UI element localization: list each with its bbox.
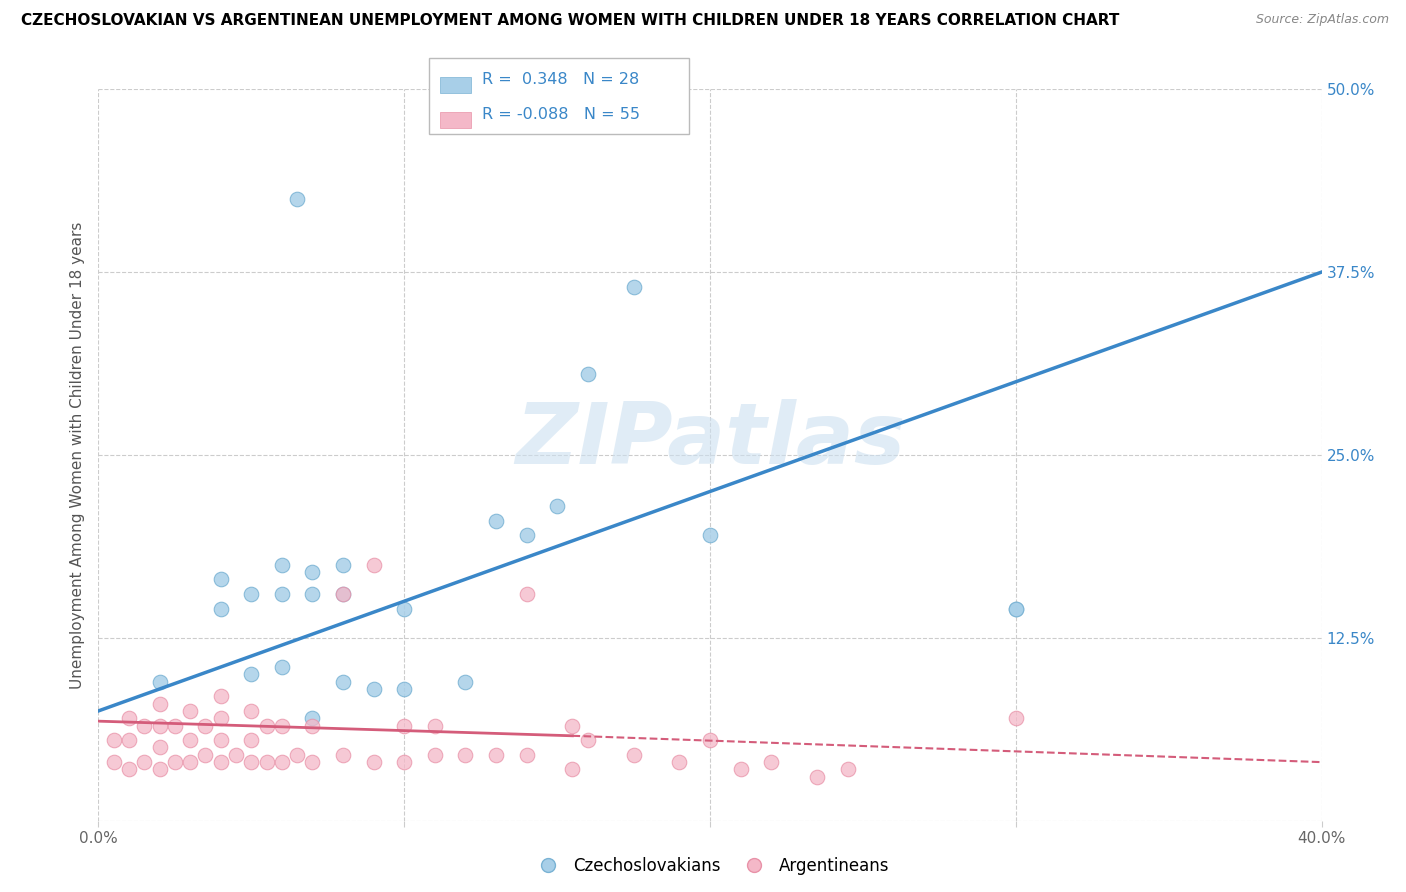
Point (516, 747, 538, 762)
Point (576, 733, 599, 747)
Point (392, 601, 416, 615)
Point (516, 528, 538, 542)
Point (392, 718, 416, 732)
Point (1004, 601, 1026, 615)
Point (149, 697, 172, 711)
Point (301, 565, 323, 579)
Point (623, 747, 645, 762)
Point (270, 660, 292, 674)
Point (546, 499, 568, 513)
Point (179, 704, 201, 718)
Point (285, 747, 308, 762)
Text: R = -0.088   N = 55: R = -0.088 N = 55 (482, 107, 640, 121)
Point (209, 690, 232, 704)
Point (209, 755, 232, 769)
Point (149, 674, 172, 689)
Point (759, 755, 782, 769)
Point (103, 733, 125, 747)
Point (163, 755, 186, 769)
Point (454, 674, 477, 689)
Point (1004, 711, 1026, 725)
Point (240, 755, 263, 769)
Point (516, 587, 538, 601)
Point (730, 763, 752, 777)
Point (392, 755, 416, 769)
Point (699, 528, 721, 542)
Point (149, 740, 172, 755)
Point (209, 733, 232, 747)
Point (332, 587, 354, 601)
Point (668, 755, 690, 769)
Point (332, 674, 354, 689)
Point (103, 755, 125, 769)
Point (332, 587, 354, 601)
Point (301, 755, 323, 769)
Point (485, 514, 508, 528)
Point (179, 755, 201, 769)
Point (225, 747, 247, 762)
Point (363, 558, 385, 572)
Point (240, 667, 263, 681)
Point (240, 733, 263, 747)
Point (699, 733, 721, 747)
Legend: Czechoslovakians, Argentineans: Czechoslovakians, Argentineans (524, 850, 896, 882)
Point (301, 711, 323, 725)
Point (485, 747, 508, 762)
Point (179, 733, 201, 747)
Y-axis label: Unemployment Among Women with Children Under 18 years: Unemployment Among Women with Children U… (69, 221, 84, 689)
Point (118, 711, 141, 725)
Text: Source: ZipAtlas.com: Source: ZipAtlas.com (1256, 13, 1389, 27)
Text: R =  0.348   N = 28: R = 0.348 N = 28 (482, 72, 640, 87)
Point (240, 704, 263, 718)
Point (149, 718, 172, 732)
Point (270, 558, 292, 572)
Point (806, 770, 828, 784)
Point (134, 718, 156, 732)
Point (423, 718, 446, 732)
Point (149, 763, 172, 777)
Point (209, 572, 232, 586)
Point (209, 601, 232, 615)
Point (270, 587, 292, 601)
Point (240, 587, 263, 601)
Point (163, 718, 186, 732)
Point (623, 279, 645, 293)
Point (837, 763, 859, 777)
Point (332, 747, 354, 762)
Point (256, 718, 278, 732)
Text: CZECHOSLOVAKIAN VS ARGENTINEAN UNEMPLOYMENT AMONG WOMEN WITH CHILDREN UNDER 18 Y: CZECHOSLOVAKIAN VS ARGENTINEAN UNEMPLOYM… (21, 13, 1119, 29)
Point (561, 763, 583, 777)
Point (209, 711, 232, 725)
Point (561, 718, 583, 732)
Point (270, 718, 292, 732)
Point (285, 192, 308, 206)
Point (301, 718, 323, 732)
Point (576, 368, 599, 382)
Point (301, 587, 323, 601)
Point (270, 755, 292, 769)
Point (118, 763, 141, 777)
Point (363, 681, 385, 696)
Point (423, 747, 446, 762)
Point (118, 733, 141, 747)
Point (256, 755, 278, 769)
Point (134, 755, 156, 769)
Point (363, 755, 385, 769)
Text: ZIPatlas: ZIPatlas (515, 399, 905, 482)
Point (1004, 601, 1026, 615)
Point (194, 718, 217, 732)
Point (454, 747, 477, 762)
Point (194, 747, 217, 762)
Point (332, 558, 354, 572)
Point (392, 681, 416, 696)
